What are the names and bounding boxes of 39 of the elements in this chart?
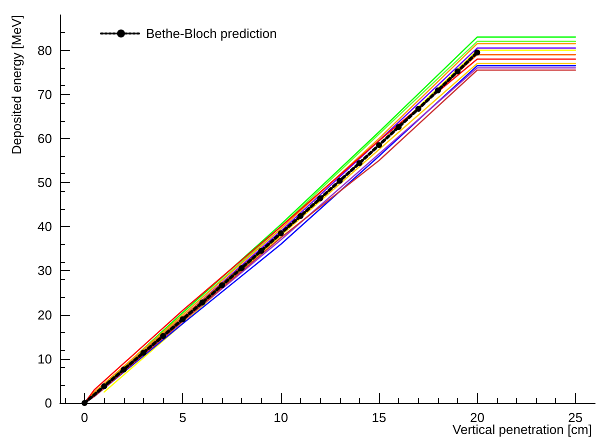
point [101,383,108,390]
point [140,350,146,356]
x-tick-label: 10 [274,410,288,425]
x-tick-label: 25 [568,410,583,425]
point [336,178,343,184]
point [82,400,88,406]
x-tick-label: 0 [80,410,88,425]
y-tick-label: 70 [38,86,52,102]
point [317,195,324,202]
point [415,106,422,112]
point [396,124,402,130]
point [199,299,206,306]
y-tick-label: 50 [38,175,52,190]
x-tick-label: 5 [179,410,186,425]
point [218,282,225,288]
x-tick-label: 20 [470,410,484,425]
y-tick-label: 80 [38,42,52,58]
point [376,142,382,148]
x-tick-label: 15 [372,410,386,425]
point [278,230,284,236]
y-tick-label: 60 [38,130,52,146]
y-tick-label: 0 [44,396,52,410]
point [238,265,245,272]
x-axis-title: Vertical penetration [cm] [452,422,592,437]
y-tick-label: 40 [38,219,52,234]
point [120,366,127,372]
point [434,87,441,94]
point [454,68,461,74]
y-axis-title: Deposited energy [MeV] [9,14,24,154]
y-tick-label: 30 [38,263,52,278]
point [474,49,480,56]
point [160,332,166,339]
y-tick-label: 10 [38,351,52,366]
point [298,213,304,220]
point [180,316,186,322]
point [356,160,362,166]
point [258,248,264,254]
y-tick-label: 20 [38,307,52,322]
legend-label: Bethe-Bloch prediction [146,26,277,41]
